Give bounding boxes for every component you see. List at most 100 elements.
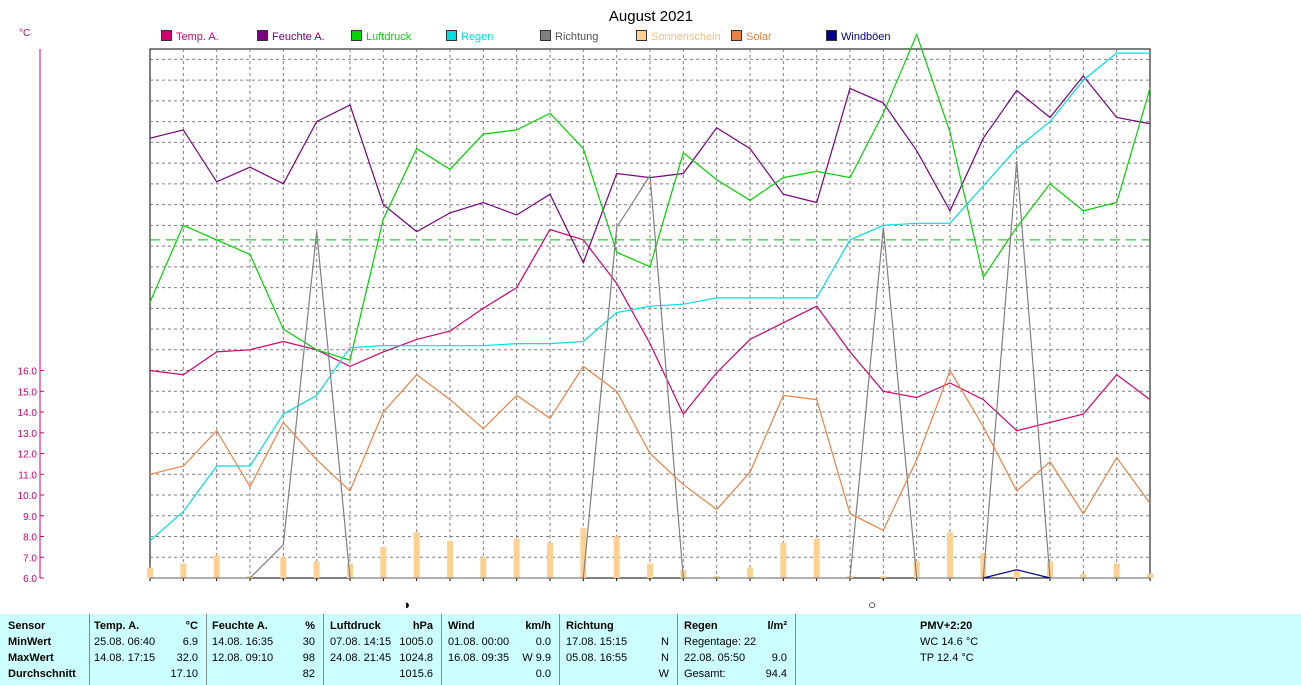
stats-luftdruck-min-time: 07.08. 14:15 [330, 636, 392, 648]
new-moon-icon: ○ [868, 597, 876, 610]
stats-label-min: MinWert [8, 636, 52, 648]
legend-item: Luftdruck [351, 30, 411, 44]
stats-regen-max-val: 9.0 [771, 652, 787, 664]
legend-label: Luftdruck [366, 31, 412, 43]
legend-item: Regen [446, 30, 493, 44]
stats-col-regen: Regen l/m² Regentage: 22 22.08. 05:50 9.… [678, 614, 796, 685]
sunshine-bar [780, 542, 787, 578]
stats-richtung-min-time: 17.08. 15:15 [566, 636, 628, 648]
y-axis: 6.0 7.0 8.0 9.0 10.0 11.0 12.0 13.0 14.0 15.0 16.0 [18, 49, 1151, 585]
stats-pmv-tp: TP 12.4 °C [920, 652, 974, 664]
sunshine-bar [480, 557, 487, 578]
stats-regen-max-time: 22.08. 05:50 [684, 652, 746, 664]
sunshine-bar [880, 575, 887, 578]
stats-richtung-min-val: N [661, 636, 669, 648]
stats-pmv-wc: WC 14.6 °C [920, 636, 979, 648]
legend-item: Windböen [826, 30, 891, 44]
stats-temp-max-time: 14.08. 17:15 [94, 652, 156, 664]
sunshine-bar [713, 575, 720, 578]
stats-richtung-max-val: N [661, 652, 669, 664]
sunshine-bar [947, 532, 953, 578]
y-tick-label: 6.0 [23, 574, 37, 585]
sunshine-bar [347, 563, 353, 578]
stats-header-sensor: Sensor [8, 620, 46, 632]
legend-label: Richtung [555, 31, 599, 43]
stats-unit-luftdruck: hPa [412, 620, 433, 632]
stats-wind-avg-val: 0.0 [535, 668, 551, 680]
stats-temp-max-val: 32.0 [176, 652, 198, 664]
stats-unit-temp: °C [185, 620, 198, 632]
stats-header-regen: Regen [684, 620, 718, 632]
legend-label: Regen [461, 31, 494, 43]
series-line-luftdruck [149, 32, 1151, 361]
stats-label-max: MaxWert [8, 652, 54, 664]
stats-luftdruck-max-time: 24.08. 21:45 [330, 652, 392, 664]
stats-feuchte-max-val: 98 [302, 652, 315, 664]
y-tick-label: 14.0 [18, 408, 38, 419]
stats-feuchte-min-time: 14.08. 16:35 [212, 636, 274, 648]
legend-swatch [731, 30, 742, 41]
stats-col-luftdruck: Luftdruck hPa 07.08. 14:15 1005.0 24.08.… [324, 614, 442, 685]
stats-luftdruck-avg-val: 1015.6 [399, 668, 433, 680]
stats-temp-min-time: 25.08. 06:40 [94, 636, 156, 648]
y-tick-label: 7.0 [23, 553, 37, 564]
legend-label: Windböen [841, 31, 891, 43]
sunshine-bar [580, 528, 587, 578]
legend-swatch [636, 30, 647, 41]
stats-table: Sensor MinWert MaxWert Durchschnitt Temp… [0, 614, 1301, 685]
stats-regen-days: Regentage: 22 [684, 636, 757, 648]
stats-col-sensor: Sensor MinWert MaxWert Durchschnitt [0, 614, 90, 685]
stats-feuchte-avg-val: 82 [302, 668, 315, 680]
stats-regen-total-val: 94.4 [765, 668, 787, 680]
series-line-solar [149, 365, 1151, 532]
sunshine-bar [180, 563, 187, 578]
stats-regen-total-label: Gesamt: [684, 668, 726, 680]
legend-item: Sonnenschein [636, 30, 721, 44]
stats-temp-min-val: 6.9 [182, 636, 198, 648]
sunshine-bar [380, 546, 387, 578]
legend-swatch [161, 30, 172, 41]
legend-label: Feuchte A. [272, 31, 325, 43]
stats-richtung-max-time: 05.08. 16:55 [566, 652, 628, 664]
stats-col-temp: Temp. A. °C 25.08. 06:40 6.9 14.08. 17:1… [90, 614, 207, 685]
legend-label: Temp. A. [176, 31, 219, 43]
stats-col-pmv: PMV+2:20 WC 14.6 °C TP 12.4 °C [796, 614, 1301, 685]
full-moon-icon: ◑ [402, 597, 410, 610]
stats-unit-wind: km/h [525, 620, 551, 632]
y-unit-label: °C [19, 28, 30, 39]
chart-title: August 2021 [609, 8, 693, 25]
sunshine-bar [747, 567, 753, 578]
sunshine-bar [647, 563, 653, 578]
stats-feuchte-min-val: 30 [302, 636, 315, 648]
legend-swatch [257, 30, 268, 41]
stats-richtung-avg-val: W [658, 668, 669, 680]
stats-luftdruck-min-val: 1005.0 [399, 636, 433, 648]
stats-temp-avg-val: 17.10 [170, 668, 198, 680]
weather-chart: August 2021 °C 6.0 7.0 8.0 9.0 10.0 11.0 12.0 1… [18, 8, 1153, 610]
legend-swatch [351, 30, 362, 41]
legend-item: Richtung [540, 30, 598, 44]
sunshine-bar [447, 540, 453, 578]
y-tick-label: 12.0 [18, 450, 38, 461]
stats-wind-min-time: 01.08. 00:00 [448, 636, 510, 648]
sunshine-bar [813, 538, 820, 578]
y-tick-label: 13.0 [18, 429, 38, 440]
stats-label-avg: Durchschnitt [8, 668, 76, 680]
legend-label: Solar [746, 31, 772, 43]
sunshine-bar [980, 553, 987, 578]
legend-item: Solar [731, 30, 772, 44]
stats-header-richtung: Richtung [566, 620, 614, 632]
series-lines [149, 32, 1151, 579]
grid [149, 48, 1151, 579]
stats-wind-max-time: 16.08. 09:35 [448, 652, 510, 664]
sunshine-bar [413, 532, 420, 578]
stats-col-feuchte: Feuchte A. % 14.08. 16:35 30 12.08. 09:1… [207, 614, 324, 685]
sunshine-bar [613, 536, 620, 578]
stats-header-feuchte: Feuchte A. [212, 620, 268, 632]
sunshine-bar [1147, 573, 1153, 578]
sunshine-bar [280, 557, 287, 578]
sunshine-bar [1080, 573, 1087, 578]
sunshine-bar [547, 542, 553, 578]
y-tick-label: 10.0 [18, 491, 38, 502]
stats-unit-feuchte: % [305, 620, 315, 632]
